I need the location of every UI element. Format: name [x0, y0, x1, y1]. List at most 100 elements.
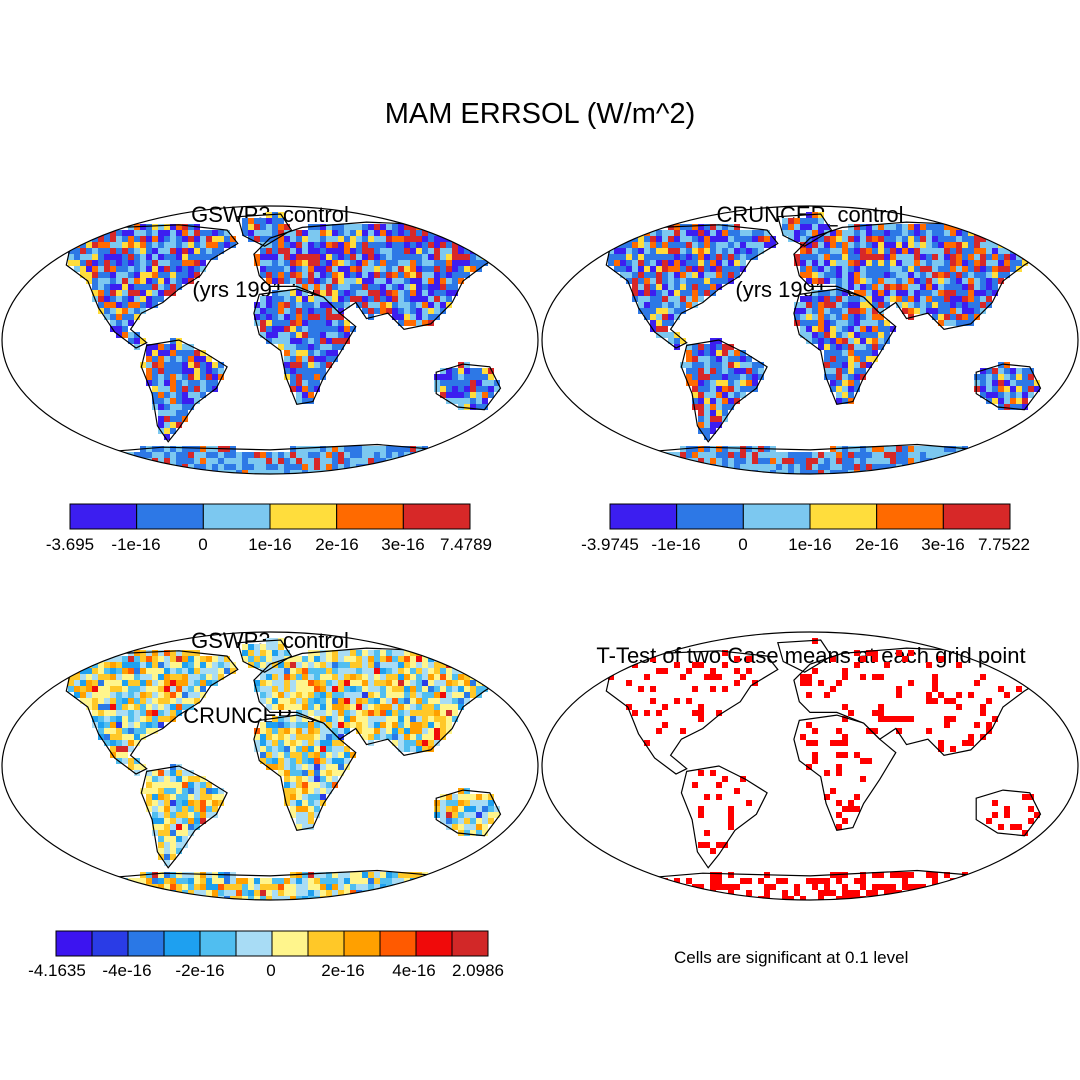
grid-cell — [182, 704, 188, 710]
grid-cell — [146, 662, 152, 668]
grid-cell — [326, 248, 332, 254]
grid-cell — [248, 656, 254, 662]
grid-cell — [320, 236, 326, 242]
coastline-africa — [253, 714, 357, 831]
grid-cell — [284, 878, 290, 884]
grid-cell — [860, 224, 866, 230]
grid-cell — [428, 734, 434, 740]
grid-cell — [344, 254, 350, 260]
grid-cell — [830, 458, 836, 464]
grid-cell — [380, 302, 386, 308]
grid-cell — [140, 302, 146, 308]
grid-cell — [302, 356, 308, 362]
grid-cell — [170, 404, 176, 410]
grid-cell — [746, 878, 752, 884]
grid-cell — [152, 290, 158, 296]
grid-cell — [812, 296, 818, 302]
grid-cell — [656, 284, 662, 290]
grid-cell — [368, 242, 374, 248]
grid-cell — [410, 272, 416, 278]
grid-cell — [938, 242, 944, 248]
grid-cell — [944, 314, 950, 320]
grid-cell — [992, 242, 998, 248]
grid-cell — [164, 404, 170, 410]
grid-cell — [284, 224, 290, 230]
grid-cell — [992, 254, 998, 260]
grid-cell — [146, 722, 152, 728]
grid-cell — [110, 284, 116, 290]
grid-cell — [938, 296, 944, 302]
grid-cell — [464, 386, 470, 392]
grid-cell — [842, 704, 848, 710]
grid-cell — [920, 290, 926, 296]
grid-cell — [962, 272, 968, 278]
grid-cell — [446, 380, 452, 386]
grid-cell — [698, 812, 704, 818]
grid-cell — [158, 650, 164, 656]
grid-cell — [944, 266, 950, 272]
grid-cell — [194, 872, 200, 878]
grid-cell — [710, 356, 716, 362]
grid-cell — [140, 668, 146, 674]
grid-cell — [296, 818, 302, 824]
grid-cell — [356, 662, 362, 668]
grid-cell — [800, 248, 806, 254]
grid-cell — [842, 284, 848, 290]
grid-cell — [188, 350, 194, 356]
grid-cell — [878, 344, 884, 350]
grid-cell — [866, 362, 872, 368]
grid-cell — [716, 278, 722, 284]
grid-cell — [764, 458, 770, 464]
grid-cell — [278, 884, 284, 890]
grid-cell — [314, 872, 320, 878]
grid-cell — [950, 254, 956, 260]
grid-cell — [164, 236, 170, 242]
grid-cell — [398, 740, 404, 746]
grid-cell — [80, 686, 86, 692]
grid-cell — [146, 704, 152, 710]
grid-cell — [806, 332, 812, 338]
grid-cell — [326, 452, 332, 458]
grid-cell — [332, 704, 338, 710]
grid-cell — [332, 872, 338, 878]
grid-cell — [164, 704, 170, 710]
grid-cell — [350, 674, 356, 680]
grid-cell — [110, 692, 116, 698]
grid-cell — [956, 308, 962, 314]
grid-cell — [464, 818, 470, 824]
grid-cell — [848, 464, 854, 470]
grid-cell — [380, 284, 386, 290]
grid-cell — [902, 266, 908, 272]
grid-cell — [872, 356, 878, 362]
grid-cell — [890, 284, 896, 290]
grid-cell — [704, 272, 710, 278]
grid-cell — [452, 284, 458, 290]
grid-cell — [692, 278, 698, 284]
grid-cell — [140, 296, 146, 302]
grid-cell — [686, 290, 692, 296]
grid-cell — [686, 272, 692, 278]
grid-cell — [722, 386, 728, 392]
grid-cell — [308, 458, 314, 464]
grid-cell — [740, 350, 746, 356]
grid-cell — [1004, 374, 1010, 380]
grid-cell — [698, 236, 704, 242]
grid-cell — [140, 338, 146, 344]
grid-cell — [350, 248, 356, 254]
grid-cell — [716, 884, 722, 890]
grid-cell — [824, 374, 830, 380]
grid-cell — [740, 446, 746, 452]
colorbar-gswp3-swatch — [69, 503, 138, 530]
grid-cell — [992, 716, 998, 722]
grid-cell — [236, 878, 242, 884]
grid-cell — [932, 290, 938, 296]
coastline-greenland — [777, 639, 833, 673]
grid-cell — [194, 458, 200, 464]
grid-cell — [350, 884, 356, 890]
grid-cell — [878, 446, 884, 452]
grid-cell — [872, 248, 878, 254]
map-border — [541, 205, 1079, 475]
grid-cell — [188, 398, 194, 404]
grid-cell — [326, 254, 332, 260]
grid-cell — [284, 260, 290, 266]
